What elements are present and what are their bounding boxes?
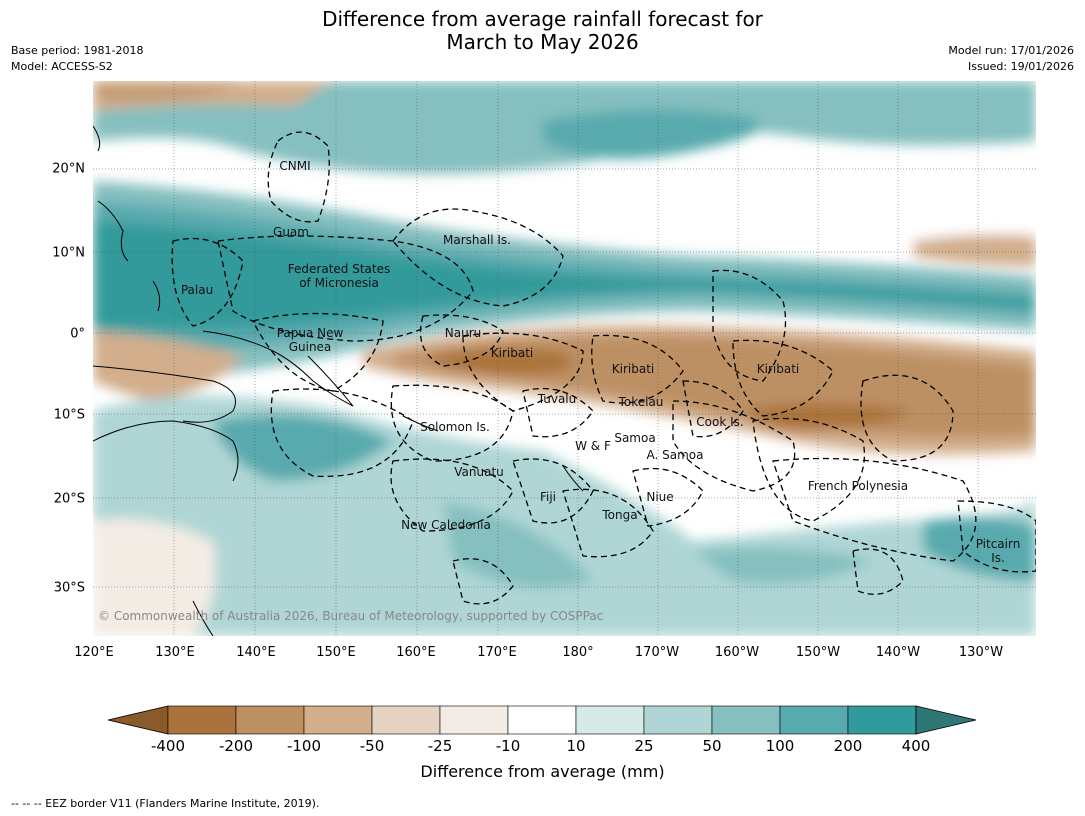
- colorbar-bin: [167, 705, 237, 735]
- label-marshall-islands: Marshall Is.: [443, 233, 511, 247]
- lat-label: 20°S: [53, 491, 85, 507]
- colorbar-bin: [711, 705, 781, 735]
- coastlines: [93, 125, 584, 636]
- colorbar-tick: 25: [634, 737, 654, 755]
- colorbar-bin: [303, 705, 373, 735]
- model-name: Model: ACCESS-S2: [11, 60, 113, 73]
- lat-label: 30°S: [53, 580, 85, 596]
- title-line-2: March to May 2026: [446, 30, 639, 54]
- lon-label: 160°E: [396, 645, 436, 660]
- label-american-samoa: A. Samoa: [646, 448, 704, 462]
- label-niue: Niue: [646, 490, 674, 504]
- lon-label: 120°E: [74, 645, 114, 660]
- label-new-caledonia: New Caledonia: [401, 518, 491, 532]
- colorbar-tick: 100: [765, 737, 795, 755]
- label-pitcairn-islands: Pitcairn Is.: [976, 537, 1021, 565]
- label-tokelau: Tokelau: [618, 395, 664, 409]
- label-kiribati-west: Kiribati: [490, 346, 534, 360]
- eez-footnote: -- -- -- EEZ border V11 (Flanders Marine…: [11, 797, 320, 810]
- label-kiribati-central: Kiribati: [611, 362, 655, 376]
- map-canvas: [93, 81, 1036, 636]
- lat-label: 20°N: [52, 161, 85, 177]
- base-info: Base period: 1981-2018 Model: ACCESS-S2: [11, 43, 143, 75]
- label-pitcairn-line-2: Is.: [991, 551, 1005, 565]
- colorbar-label: Difference from average (mm): [420, 762, 665, 781]
- label-cnmi: CNMI: [279, 159, 311, 173]
- colorbar-tick: 400: [901, 737, 931, 755]
- label-pitcairn-line-1: Pitcairn: [975, 537, 1021, 551]
- colorbar-bin: [643, 705, 713, 735]
- colorbar-tick: -100: [286, 737, 322, 755]
- label-samoa: Samoa: [614, 431, 656, 445]
- label-png-line-1: Papua New: [276, 326, 344, 340]
- colorbar-bin: [575, 705, 645, 735]
- label-fsm-line-1: Federated States: [287, 262, 391, 276]
- label-papua-new-guinea: Papua New Guinea: [277, 326, 344, 354]
- label-cook-islands: Cook Is.: [696, 415, 744, 429]
- colorbar-tick: 200: [833, 737, 863, 755]
- colorbar-bin: [847, 705, 917, 735]
- lon-label: 180°: [562, 645, 594, 660]
- lon-label: 150°E: [316, 645, 356, 660]
- label-french-polynesia: French Polynesia: [807, 479, 909, 493]
- colorbar-min-extend: [107, 705, 169, 735]
- title-line-1: Difference from average rainfall forecas…: [322, 7, 763, 31]
- lon-label: 140°E: [236, 645, 276, 660]
- lon-label: 160°W: [714, 645, 760, 660]
- label-tuvalu: Tuvalu: [537, 392, 577, 406]
- graticule: [93, 81, 1036, 636]
- run-info: Model run: 17/01/2026 Issued: 19/01/2026: [948, 43, 1074, 75]
- colorbar-tick: -25: [427, 737, 453, 755]
- colorbar-max-extend: [915, 705, 977, 735]
- colorbar-tick: -200: [218, 737, 254, 755]
- base-period: Base period: 1981-2018: [11, 44, 144, 57]
- issued-date: Issued: 19/01/2026: [967, 60, 1074, 73]
- eez-borders: [171, 131, 1036, 605]
- rainfall-map: CNMI Guam Marshall Is. Federated States …: [93, 81, 1036, 636]
- lat-label: 10°S: [53, 407, 85, 423]
- label-solomon-islands: Solomon Is.: [420, 420, 490, 434]
- colorbar-bin: [235, 705, 305, 735]
- lon-label: 130°E: [155, 645, 195, 660]
- label-tonga: Tonga: [602, 508, 638, 522]
- colorbar-tick: -400: [150, 737, 186, 755]
- lat-label: 10°N: [52, 245, 85, 261]
- lon-label: 170°W: [634, 645, 680, 660]
- lon-label: 170°E: [477, 645, 517, 660]
- colorbar: [107, 705, 977, 735]
- label-palau: Palau: [180, 283, 214, 297]
- colorbar-tick: 10: [566, 737, 586, 755]
- label-vanuatu: Vanuatu: [454, 465, 504, 479]
- label-png-line-2: Guinea: [288, 340, 332, 354]
- colorbar-bin: [371, 705, 441, 735]
- colorbar-bin: [439, 705, 509, 735]
- colorbar-bin: [507, 705, 577, 735]
- lat-label: 0°: [70, 326, 85, 342]
- lon-label: 130°W: [958, 645, 1004, 660]
- colorbar-tick: -10: [495, 737, 521, 755]
- colorbar-tick: -50: [359, 737, 385, 755]
- lon-label: 150°W: [795, 645, 841, 660]
- label-fsm-line-2: of Micronesia: [299, 276, 379, 290]
- colorbar-bin: [779, 705, 849, 735]
- label-kiribati-east: Kiribati: [756, 362, 800, 376]
- colorbar-tick: 50: [702, 737, 722, 755]
- label-wallis-futuna: W & F: [575, 439, 611, 453]
- label-guam: Guam: [273, 225, 309, 239]
- map-title: Difference from average rainfall forecas…: [0, 8, 1085, 54]
- copyright-notice: © Commonwealth of Australia 2026, Bureau…: [98, 609, 604, 623]
- lon-label: 140°W: [875, 645, 921, 660]
- model-run: Model run: 17/01/2026: [948, 44, 1074, 57]
- label-fiji: Fiji: [539, 490, 557, 504]
- label-nauru: Nauru: [444, 326, 482, 340]
- label-federated-states-micronesia: Federated States of Micronesia: [288, 262, 390, 290]
